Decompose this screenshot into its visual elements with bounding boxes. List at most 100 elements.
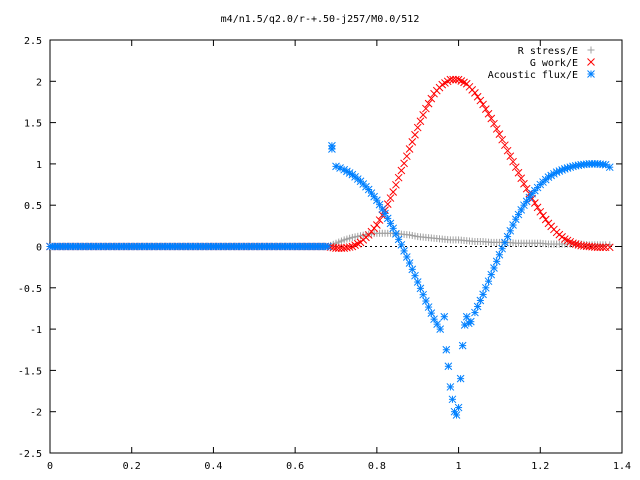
data-point: [462, 312, 471, 321]
x-tick-label: 0.2: [123, 461, 141, 472]
legend-label: Acoustic flux/E: [488, 70, 578, 81]
x-tick-label: 1: [456, 461, 462, 472]
data-point: [405, 145, 414, 153]
data-point: [536, 207, 545, 216]
data-point: [444, 362, 453, 371]
data-point: [328, 141, 336, 150]
y-tick-label: 2.5: [24, 36, 42, 47]
y-tick-label: -2: [30, 408, 42, 419]
legend-marker: [587, 58, 595, 66]
y-tick-label: -1.5: [18, 366, 42, 377]
legend-marker: [587, 46, 595, 54]
y-tick-label: 0: [36, 243, 42, 254]
data-point: [596, 243, 605, 252]
data-point: [514, 168, 523, 177]
series-layer: [46, 75, 614, 419]
data-point: [490, 119, 498, 128]
data-point: [541, 215, 550, 224]
y-tick-label: 1.5: [24, 119, 42, 130]
data-point: [422, 104, 430, 113]
data-point: [422, 297, 430, 305]
data-point: [400, 159, 408, 168]
data-point: [476, 296, 485, 305]
data-point: [397, 166, 406, 175]
data-point: [408, 265, 417, 274]
data-point: [471, 308, 479, 317]
data-point: [448, 395, 457, 404]
x-tick-label: 0.6: [286, 461, 304, 472]
data-point: [509, 157, 517, 166]
legend-label: R stress/E: [518, 46, 578, 57]
data-point: [492, 257, 501, 266]
y-tick-label: 1: [36, 160, 42, 171]
data-point: [336, 164, 344, 172]
data-point: [539, 211, 547, 220]
data-point: [456, 374, 465, 383]
data-point: [323, 242, 332, 251]
x-tick-label: 0: [47, 461, 53, 472]
data-point: [495, 250, 504, 259]
data-point: [402, 253, 411, 261]
y-tick-label: 0.5: [24, 201, 42, 212]
data-point: [484, 277, 493, 286]
data-point: [345, 243, 354, 251]
data-point: [490, 264, 498, 272]
data-point: [430, 315, 438, 324]
data-point: [605, 163, 614, 172]
data-point: [452, 411, 461, 419]
y-tick-label: -2.5: [18, 449, 42, 460]
data-point: [492, 125, 501, 133]
data-point: [413, 123, 422, 132]
data-point: [394, 173, 403, 182]
data-point: [405, 259, 414, 267]
data-point: [501, 238, 509, 247]
y-tick-label: -0.5: [18, 284, 42, 295]
data-point: [389, 188, 398, 196]
data-point: [402, 152, 411, 161]
data-point: [400, 247, 408, 255]
data-point: [503, 146, 512, 155]
data-point: [547, 171, 556, 180]
data-point: [533, 203, 542, 212]
series-g-work-e: [46, 75, 614, 253]
data-point: [479, 290, 487, 299]
data-point: [446, 75, 455, 84]
data-point: [487, 270, 496, 279]
data-point: [334, 244, 343, 253]
data-point: [413, 278, 422, 286]
data-point: [436, 325, 445, 333]
data-point: [449, 75, 457, 84]
y-tick-label: -1: [30, 325, 42, 336]
data-point: [332, 244, 340, 253]
data-point: [408, 138, 417, 146]
data-point: [498, 244, 507, 253]
data-point: [419, 290, 428, 299]
data-point: [411, 130, 419, 139]
data-point: [487, 114, 496, 123]
data-point: [484, 109, 493, 118]
data-point: [454, 403, 463, 412]
data-point: [506, 152, 515, 161]
data-point: [599, 243, 607, 252]
data-point: [571, 240, 580, 248]
data-point: [495, 130, 504, 139]
data-point: [397, 240, 406, 249]
data-point: [593, 243, 602, 252]
data-point: [458, 341, 467, 350]
data-point: [427, 94, 436, 103]
data-point: [605, 243, 614, 252]
data-point: [440, 312, 449, 321]
data-point: [411, 271, 419, 280]
x-tick-label: 0.4: [204, 461, 222, 472]
data-point: [373, 221, 381, 229]
data-point: [520, 179, 528, 188]
data-point: [424, 303, 433, 311]
data-point: [375, 216, 384, 224]
chart-title: m4/n1.5/q2.0/r-+.50-j257/M0.0/512: [221, 14, 420, 25]
x-tick-label: 0.8: [368, 461, 386, 472]
data-point: [424, 99, 433, 108]
data-point: [473, 92, 482, 101]
series-acoustic-flux-e: [46, 141, 614, 419]
